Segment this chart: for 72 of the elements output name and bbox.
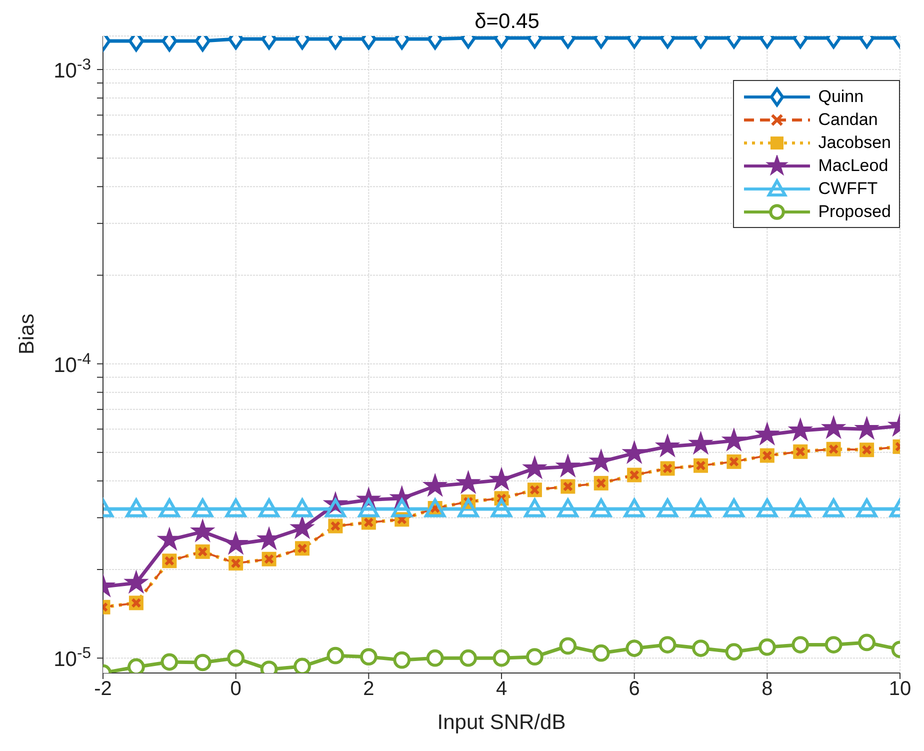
x-tick-label: 10 [888, 678, 912, 700]
point [426, 649, 444, 667]
point [823, 498, 844, 518]
point [790, 498, 811, 518]
point [458, 498, 479, 518]
point [592, 644, 610, 662]
y-axis-title: Bias [15, 314, 38, 354]
x-tick-label: 2 [363, 678, 374, 700]
point [258, 498, 280, 518]
point [858, 634, 876, 652]
point [590, 498, 612, 518]
point [722, 428, 746, 451]
legend-label: Quinn [818, 86, 864, 106]
point [128, 658, 145, 673]
point [689, 432, 712, 454]
x-axis-title: Input SNR/dB [437, 711, 566, 734]
x-tick-label: 4 [496, 678, 508, 700]
point [656, 434, 680, 457]
point [723, 498, 744, 518]
y-tick-label: 10$^{-3}$ [54, 56, 92, 83]
point [423, 474, 447, 496]
point [692, 640, 710, 657]
point [294, 658, 311, 673]
legend-label: Candan [818, 110, 878, 130]
point [158, 498, 180, 518]
point [856, 498, 878, 518]
point [822, 416, 846, 438]
point [788, 418, 812, 441]
point [456, 470, 480, 494]
point [290, 516, 314, 538]
point [424, 498, 446, 518]
legend-label: CWFFT [818, 178, 878, 198]
point [756, 498, 778, 518]
point [855, 416, 878, 440]
chart-title: δ=0.45 [474, 10, 540, 34]
point [556, 454, 580, 477]
x-tick-label: 6 [628, 678, 640, 700]
point [824, 636, 842, 654]
legend-label: MacLeod [818, 156, 888, 176]
point [391, 498, 412, 518]
point [690, 498, 712, 518]
point [124, 570, 148, 593]
point [224, 532, 248, 554]
point [126, 498, 147, 518]
point [292, 498, 313, 518]
legend-label: Jacobsen [818, 132, 891, 152]
point [227, 649, 245, 667]
point [460, 649, 477, 667]
point [792, 636, 810, 654]
point [492, 649, 510, 667]
x-tick-label: -2 [94, 678, 112, 700]
point [626, 640, 644, 657]
point [225, 498, 246, 518]
point [158, 528, 182, 550]
point [657, 498, 678, 518]
x-tick-label: 8 [762, 678, 773, 700]
y-tick-label: 10$^{-5}$ [54, 644, 92, 672]
point [326, 646, 344, 664]
point [756, 422, 779, 445]
point [524, 498, 546, 518]
point [758, 638, 776, 656]
point [658, 636, 676, 654]
point [191, 519, 214, 542]
point [491, 498, 512, 518]
point [192, 498, 214, 518]
point [624, 498, 645, 518]
y-tick-label: 10$^{-4}$ [54, 350, 92, 377]
point [523, 456, 546, 478]
point [557, 498, 578, 518]
legend-label: Proposed [818, 202, 891, 222]
point [622, 440, 646, 464]
x-tick-label: 0 [230, 678, 242, 700]
